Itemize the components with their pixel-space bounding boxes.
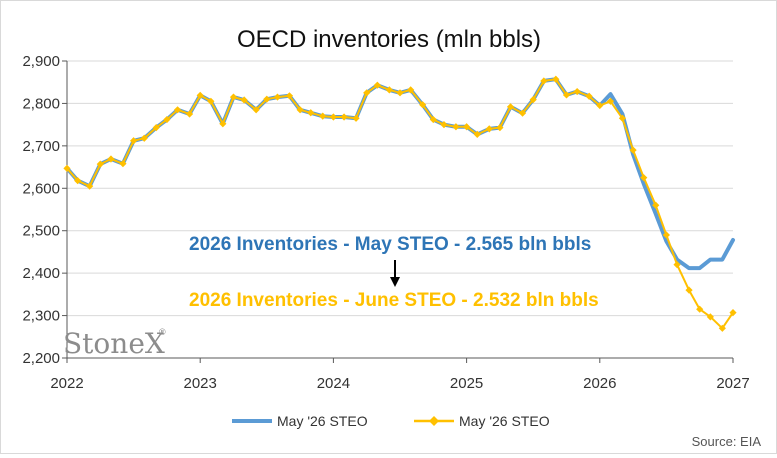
data-point-gold — [440, 121, 448, 129]
data-point-gold — [729, 309, 737, 317]
y-tick-label: 2,800 — [22, 95, 60, 112]
data-point-gold — [696, 305, 704, 313]
data-point-gold — [119, 160, 127, 168]
data-point-gold — [652, 201, 660, 209]
data-point-gold — [452, 123, 460, 131]
data-point-gold — [706, 313, 714, 321]
data-point-gold — [163, 115, 171, 124]
axes — [62, 60, 734, 363]
data-point-gold — [196, 91, 204, 99]
chart-title: OECD inventories (mln bbls) — [237, 26, 541, 53]
data-point-gold — [285, 92, 294, 100]
y-tick-label: 2,700 — [22, 138, 60, 155]
data-point-gold — [629, 146, 637, 154]
y-tick-label: 2,200 — [22, 350, 60, 367]
x-tick-label: 2027 — [716, 375, 749, 392]
gridlines — [67, 60, 733, 359]
data-point-gold — [219, 120, 227, 128]
data-point-gold — [718, 324, 726, 332]
data-point-gold — [385, 86, 393, 94]
y-tick-label: 2,900 — [22, 53, 60, 70]
y-tick-label: 2,600 — [22, 180, 60, 197]
data-point-gold — [96, 160, 104, 168]
data-point-gold — [74, 177, 82, 185]
data-point-gold — [485, 125, 493, 133]
logo-text: StoneX — [63, 327, 165, 360]
data-point-gold — [506, 103, 515, 111]
data-point-gold — [107, 155, 115, 163]
down-arrow-icon — [390, 260, 400, 287]
data-point-gold — [329, 113, 337, 121]
y-tick-label: 2,400 — [22, 265, 60, 282]
data-point-gold — [529, 96, 537, 104]
data-point-gold — [596, 101, 604, 110]
data-point-gold — [240, 96, 248, 104]
data-point-gold — [518, 109, 527, 117]
data-point-gold — [573, 87, 581, 96]
data-point-gold — [130, 137, 138, 145]
data-point-gold — [207, 97, 215, 105]
data-point-gold — [640, 174, 648, 182]
legend-item-gold: May '26 STEO — [414, 413, 550, 429]
data-point-gold — [540, 77, 548, 85]
x-tick-label: 2026 — [583, 375, 616, 392]
legend-label-gold: May '26 STEO — [459, 413, 550, 429]
data-point-gold — [263, 95, 271, 103]
data-point-gold — [685, 286, 693, 294]
data-point-gold — [463, 123, 471, 131]
series-layer — [63, 75, 737, 332]
data-point-gold — [585, 92, 593, 100]
data-point-gold — [86, 182, 94, 190]
data-point-gold — [319, 112, 327, 120]
x-axis-ticks: 2022 2023 2024 2025 2026 2027 — [50, 375, 749, 392]
data-point-gold — [429, 115, 437, 124]
data-point-gold — [606, 97, 615, 105]
data-point-gold — [273, 93, 282, 101]
data-point-gold — [473, 130, 481, 139]
x-tick-label: 2025 — [450, 375, 483, 392]
y-axis-ticks: 2,200 2,300 2,400 2,500 2,600 2,700 2,800 2,900 — [22, 53, 60, 367]
y-tick-label: 2,300 — [22, 308, 60, 325]
data-point-gold — [340, 113, 348, 121]
data-point-gold — [296, 106, 304, 114]
data-point-gold — [373, 81, 381, 89]
annotation-june-steo: 2026 Inventories - June STEO - 2.532 bln… — [189, 290, 599, 311]
data-point-gold — [363, 89, 371, 97]
data-point-gold — [419, 101, 427, 109]
legend-item-blue: May '26 STEO — [232, 413, 368, 429]
data-point-gold — [396, 89, 404, 97]
data-point-gold — [618, 114, 627, 122]
annotation-may-steo: 2026 Inventories - May STEO - 2.565 bln … — [189, 234, 591, 255]
x-tick-label: 2024 — [317, 375, 350, 392]
data-point-gold — [552, 75, 560, 83]
data-point-gold — [496, 124, 504, 132]
source-note: Source: EIA — [692, 434, 762, 449]
data-point-gold — [229, 93, 238, 101]
data-point-gold — [662, 231, 670, 239]
data-point-gold — [173, 106, 182, 114]
x-tick-label: 2023 — [184, 375, 217, 392]
data-point-gold — [140, 134, 148, 142]
data-point-gold — [352, 114, 360, 122]
y-tick-label: 2,500 — [22, 223, 60, 240]
stonex-logo: StoneX ® — [63, 327, 166, 360]
data-point-gold — [307, 109, 315, 117]
legend-label-blue: May '26 STEO — [277, 413, 368, 429]
data-point-gold — [407, 86, 415, 94]
data-point-gold — [562, 91, 571, 99]
legend: May '26 STEO May '26 STEO — [232, 413, 550, 429]
x-tick-label: 2022 — [50, 375, 83, 392]
data-point-gold — [252, 106, 260, 114]
data-point-gold — [63, 164, 71, 172]
data-point-gold — [673, 261, 681, 269]
logo-mark: ® — [159, 327, 166, 337]
data-point-gold — [185, 110, 194, 118]
data-point-gold — [152, 124, 160, 132]
